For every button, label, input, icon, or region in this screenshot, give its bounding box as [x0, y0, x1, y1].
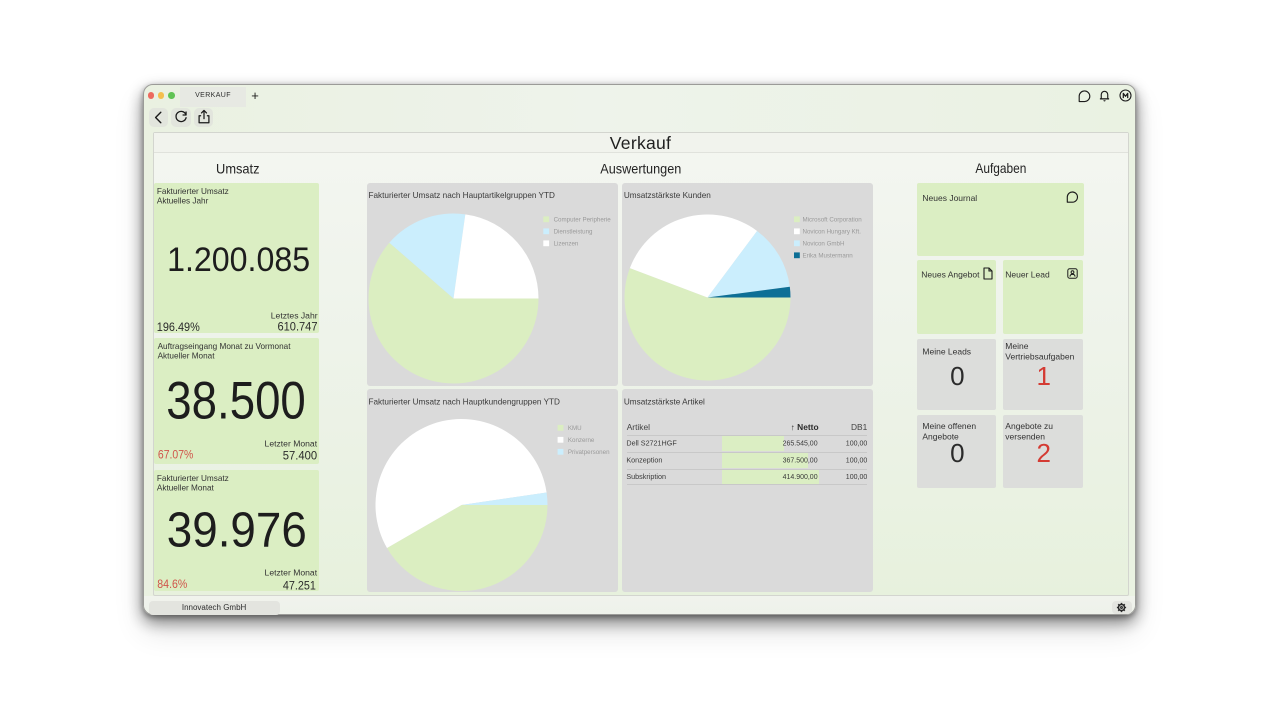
svg-text:Microsoft Corporation: Microsoft Corporation [802, 216, 862, 223]
svg-text:Novicon Hungary Kft.: Novicon Hungary Kft. [802, 228, 861, 235]
svg-text:0: 0 [950, 438, 964, 468]
svg-text:Meine offenen: Meine offenen [922, 420, 976, 430]
svg-text:Neues Journal: Neues Journal [922, 192, 977, 202]
svg-text:Konzeption: Konzeption [626, 455, 662, 464]
svg-text:Computer Peripherie: Computer Peripherie [553, 216, 611, 223]
svg-text:Meine Leads: Meine Leads [922, 346, 971, 356]
svg-text:265.545,00: 265.545,00 [782, 438, 817, 447]
svg-text:38.500: 38.500 [166, 371, 305, 430]
svg-text:Umsatzstärkste Kunden: Umsatzstärkste Kunden [623, 191, 710, 200]
svg-text:39.976: 39.976 [166, 502, 306, 557]
svg-text:Letzter Monat: Letzter Monat [264, 567, 317, 577]
svg-text:Fakturierter Umsatz nach Haupt: Fakturierter Umsatz nach Hauptkundengrup… [368, 397, 560, 406]
svg-text:Umsatzstärkste Artikel: Umsatzstärkste Artikel [623, 397, 704, 406]
svg-text:Subskription: Subskription [626, 471, 666, 480]
svg-text:Fakturierter Umsatz nach Haupt: Fakturierter Umsatz nach Hauptartikelgru… [368, 191, 555, 200]
svg-text:100,00: 100,00 [845, 471, 867, 480]
svg-text:100,00: 100,00 [845, 438, 867, 447]
svg-text:Novicon GmbH: Novicon GmbH [802, 240, 844, 247]
svg-text:Privatpersonen: Privatpersonen [567, 448, 609, 455]
svg-text:↑ Netto: ↑ Netto [790, 422, 818, 432]
svg-text:Lizenzen: Lizenzen [553, 240, 578, 247]
svg-text:414.900,00: 414.900,00 [782, 471, 817, 480]
svg-text:0: 0 [950, 360, 964, 390]
svg-text:Auftragseingang Monat zu Vormo: Auftragseingang Monat zu Vormonat [157, 341, 291, 350]
svg-text:Meine: Meine [1005, 340, 1028, 350]
svg-text:Angebote zu: Angebote zu [1005, 420, 1053, 430]
svg-text:610.747: 610.747 [277, 319, 317, 333]
svg-text:Konzerne: Konzerne [567, 436, 594, 443]
svg-text:DB1: DB1 [851, 422, 868, 432]
svg-text:Umsatz: Umsatz [216, 160, 260, 176]
svg-text:Dell S2721HGF: Dell S2721HGF [626, 438, 677, 447]
svg-text:KMU: KMU [567, 424, 581, 431]
svg-text:Artikel: Artikel [626, 422, 649, 432]
svg-text:1.200.085: 1.200.085 [167, 240, 310, 278]
svg-text:Dienstleistung: Dienstleistung [553, 228, 592, 235]
svg-text:57.400: 57.400 [282, 448, 317, 462]
svg-text:Aktueller Monat: Aktueller Monat [157, 351, 215, 360]
svg-text:Neues Angebot: Neues Angebot [921, 269, 980, 279]
svg-text:Neuer Lead: Neuer Lead [1005, 269, 1050, 279]
svg-text:367.500,00: 367.500,00 [782, 455, 817, 464]
svg-text:Aufgaben: Aufgaben [975, 160, 1026, 176]
svg-text:84.6%: 84.6% [157, 577, 187, 591]
svg-text:67.07%: 67.07% [157, 447, 193, 461]
svg-text:Fakturierter Umsatz: Fakturierter Umsatz [156, 473, 228, 482]
svg-text:Auswertungen: Auswertungen [600, 160, 681, 176]
svg-text:Aktueller Monat: Aktueller Monat [156, 483, 214, 492]
svg-text:Letztes Jahr: Letztes Jahr [270, 310, 317, 320]
svg-text:1: 1 [1036, 360, 1050, 390]
svg-text:100,00: 100,00 [845, 455, 867, 464]
svg-text:Angebote: Angebote [922, 431, 959, 441]
svg-text:Letzter Monat: Letzter Monat [264, 438, 317, 448]
svg-text:47.251: 47.251 [282, 578, 315, 592]
svg-text:2: 2 [1036, 438, 1050, 468]
svg-text:Vertriebsaufgaben: Vertriebsaufgaben [1005, 351, 1074, 361]
svg-text:196.49%: 196.49% [156, 319, 199, 333]
svg-text:Fakturierter Umsatz: Fakturierter Umsatz [156, 186, 228, 195]
svg-text:Erika Mustermann: Erika Mustermann [802, 252, 853, 259]
svg-text:Aktuelles Jahr: Aktuelles Jahr [156, 196, 208, 205]
svg-text:versenden: versenden [1005, 431, 1045, 441]
